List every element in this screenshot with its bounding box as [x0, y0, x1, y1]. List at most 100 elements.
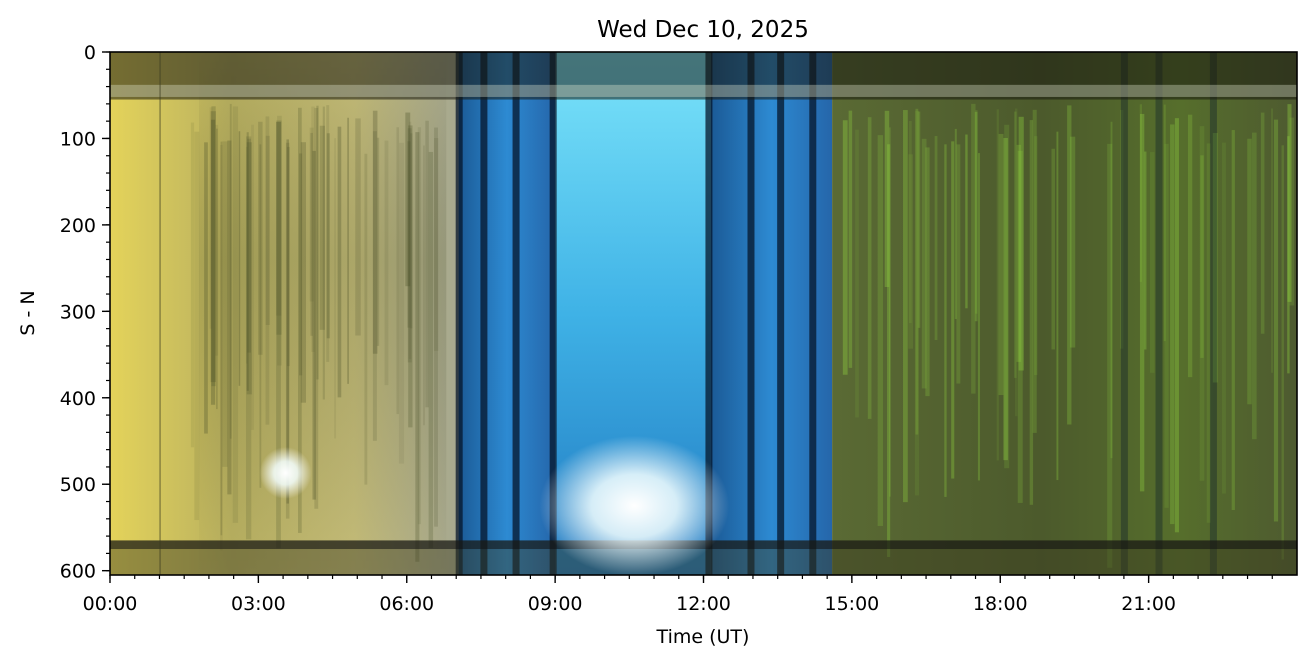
- aurora-streak: [954, 128, 957, 320]
- aurora-streak: [1014, 108, 1018, 417]
- x-tick-label: 00:00: [83, 593, 138, 615]
- y-tick-label: 0: [84, 42, 96, 64]
- aurora-streak: [925, 147, 930, 397]
- x-tick-label: 09:00: [528, 593, 583, 615]
- aurora-streak: [965, 134, 968, 309]
- aurora-streak: [971, 103, 976, 394]
- aurora-streak: [996, 109, 999, 461]
- aurora-streak: [1164, 143, 1169, 508]
- y-axis-title: S - N: [17, 290, 39, 335]
- dark-band: [747, 52, 755, 575]
- aurora-streak: [1110, 121, 1113, 459]
- aurora-streak: [194, 131, 200, 521]
- x-tick-label: 03:00: [231, 593, 286, 615]
- aurora-streak: [1107, 143, 1113, 568]
- aurora-streak: [934, 136, 938, 341]
- aurora-streak: [956, 144, 961, 384]
- x-axis: 00:00 03:00 06:00 09:00 12:00 15:00 18:00 21:00: [83, 575, 1273, 615]
- dark-band: [1120, 52, 1128, 575]
- aurora-streak: [1206, 143, 1211, 523]
- top-light-band: [110, 84, 1297, 97]
- aurora-streak: [1260, 112, 1265, 334]
- aurora-streak: [888, 127, 891, 497]
- aurora-streak: [1018, 116, 1024, 371]
- aurora-streak: [1119, 110, 1124, 349]
- aurora-streak: [1163, 104, 1166, 342]
- aurora-streak: [903, 110, 908, 503]
- aurora-streak: [975, 110, 978, 314]
- aurora-streak: [908, 154, 914, 349]
- dark-band: [809, 52, 817, 575]
- aurora-streak: [1271, 108, 1273, 373]
- y-tick-label: 600: [60, 561, 96, 583]
- aurora-streak: [914, 110, 920, 496]
- aurora-streak: [1051, 148, 1055, 350]
- aurora-streak: [1289, 117, 1295, 306]
- aurora-streak: [1003, 138, 1008, 461]
- aurora-streak: [877, 135, 883, 526]
- aurora-streak: [1070, 136, 1076, 348]
- aurora-streak: [1287, 104, 1292, 302]
- y-tick-label: 100: [60, 128, 96, 150]
- top-dark-band: [110, 52, 1297, 100]
- aurora-streak: [974, 111, 978, 322]
- aurora-streak: [921, 138, 927, 389]
- dark-band: [777, 52, 785, 575]
- dark-band: [480, 52, 488, 575]
- aurora-streak: [977, 153, 980, 481]
- aurora-streak: [848, 110, 853, 368]
- aurora-streak: [1222, 142, 1226, 494]
- aurora-streak: [1273, 119, 1279, 522]
- aurora-streak: [944, 144, 947, 497]
- y-tick-label: 300: [60, 301, 96, 323]
- aurora-streak: [1056, 131, 1059, 481]
- aurora-streak: [884, 110, 890, 288]
- bright-spot: [539, 435, 730, 575]
- aurora-streak: [1170, 124, 1175, 525]
- vertical-line: [159, 52, 161, 575]
- aurora-streak: [1016, 144, 1022, 362]
- dark-band: [1209, 52, 1217, 575]
- aurora-streak: [1029, 120, 1034, 505]
- aurora-streak: [998, 133, 1004, 396]
- aurora-streak: [951, 141, 955, 479]
- aurora-streak: [917, 111, 921, 328]
- aurora-streak: [1231, 130, 1235, 511]
- y-tick-label: 200: [60, 215, 96, 237]
- y-axis: 0 100 200 300 400 500 600: [60, 42, 110, 583]
- aurora-streak: [1139, 113, 1145, 492]
- keogram-segment: [458, 52, 556, 575]
- aurora-streak: [190, 122, 195, 448]
- aurora-streak: [1212, 132, 1218, 383]
- aurora-streak: [1247, 138, 1252, 405]
- aurora-streak: [842, 120, 848, 375]
- aurora-streak: [1199, 126, 1205, 481]
- aurora-streak: [867, 117, 872, 419]
- x-tick-label: 15:00: [824, 593, 879, 615]
- aurora-streak: [1004, 124, 1010, 469]
- aurora-streak: [1139, 104, 1142, 282]
- aurora-streak: [1287, 136, 1290, 374]
- aurora-streak: [1187, 114, 1193, 378]
- aurora-streak: [1200, 155, 1204, 358]
- aurora-streak: [1034, 136, 1038, 376]
- x-axis-title: Time (UT): [656, 626, 750, 648]
- aurora-streak: [887, 144, 891, 557]
- aurora-streak: [855, 129, 859, 418]
- y-tick-label: 500: [60, 474, 96, 496]
- aurora-streak: [1281, 145, 1284, 560]
- aurora-streak: [1032, 109, 1037, 433]
- keogram-segment: [832, 52, 1297, 575]
- aurora-streak: [1252, 132, 1257, 440]
- bright-spot: [259, 446, 312, 499]
- aurora-streak: [1014, 111, 1017, 378]
- chart-title: Wed Dec 10, 2025: [597, 17, 809, 43]
- keogram-image: [110, 52, 1297, 575]
- aurora-streak: [1017, 150, 1023, 503]
- dark-band: [705, 52, 713, 575]
- x-tick-label: 18:00: [973, 593, 1028, 615]
- dark-band: [455, 52, 463, 575]
- x-tick-label: 21:00: [1121, 593, 1176, 615]
- aurora-streak: [1174, 118, 1179, 533]
